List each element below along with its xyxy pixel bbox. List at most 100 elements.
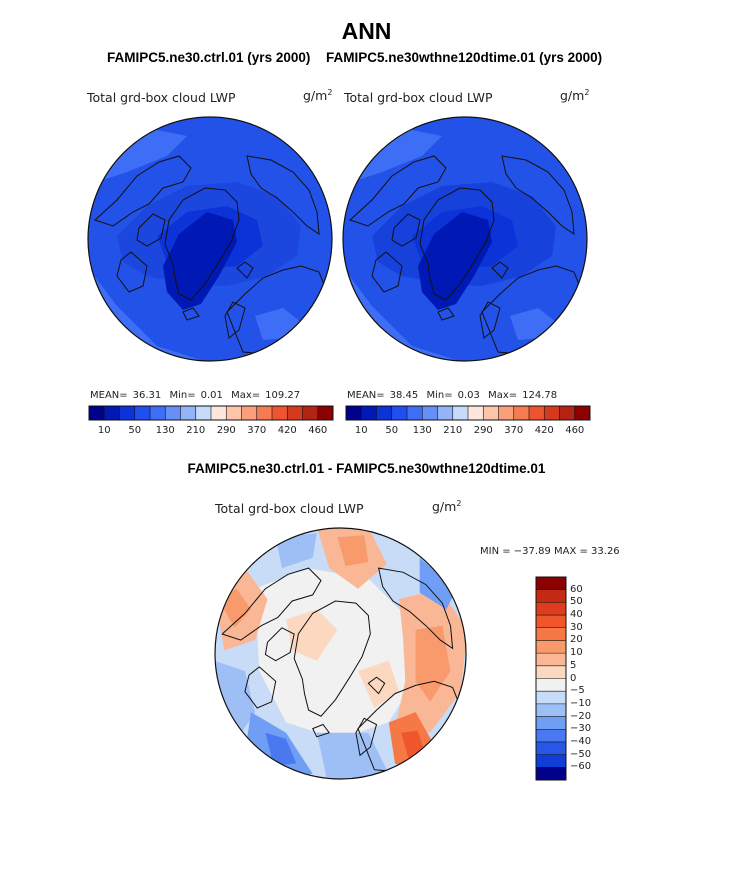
colorbar-swatch-13	[544, 406, 560, 420]
coast-svalbard	[491, 261, 509, 279]
colorbar-tick-label: 40	[570, 609, 583, 621]
coast-scandinavia	[355, 717, 378, 757]
colorbar-swatch-2	[119, 406, 136, 420]
colorbar-tick-label: 370	[504, 425, 524, 436]
difference-polar-map	[214, 527, 467, 780]
colorbar-swatch-14	[559, 406, 576, 420]
colorbar-swatch-11	[256, 406, 273, 420]
left-mean-value: 36.31	[132, 390, 162, 401]
colorbar-tick-label: 420	[277, 425, 297, 436]
colorbar-swatch-8	[211, 406, 227, 420]
colorbar-tick-label: 420	[534, 425, 554, 436]
diff-region-16	[358, 660, 400, 708]
colorbar-tick-label: 370	[247, 425, 267, 436]
colorbar-swatch-10	[536, 703, 566, 717]
coast-canadaIslands	[136, 213, 166, 247]
right-mean-label: MEAN=	[347, 390, 385, 401]
lwp-region-5	[163, 212, 237, 310]
colorbar-tick-label: 130	[155, 425, 175, 436]
colorbar-tick-label: 50	[385, 425, 399, 436]
map-border	[214, 527, 467, 780]
coast-hudson	[371, 251, 403, 293]
colorbar-swatch-7	[195, 406, 212, 420]
subtitle-left: FAMIPC5.ne30.ctrl.01 (yrs 2000)	[107, 50, 311, 65]
colorbar-tick-label: 20	[570, 634, 583, 646]
left-mean-label: MEAN=	[90, 390, 128, 401]
colorbar-swatch-0	[536, 577, 566, 590]
colorbar-swatch-5	[536, 640, 566, 654]
colorbar-swatch-1	[104, 406, 120, 420]
left-map-stats: MEAN= 36.31 Min= 0.01 Max= 109.27	[90, 390, 305, 401]
colorbar-tick-label: 60	[570, 583, 583, 595]
lwp-region-0	[343, 266, 587, 361]
colorbar-swatch-5	[422, 406, 438, 420]
coast-greenland	[293, 600, 371, 717]
right-colorbar	[345, 405, 591, 421]
colorbar-swatch-4	[407, 406, 423, 420]
diff-map-variable: Total grd-box cloud LWP	[215, 501, 364, 516]
colorbar-swatch-0	[346, 406, 362, 420]
coast-nAmerica	[349, 155, 447, 227]
coast-siberia	[501, 155, 575, 235]
colorbar-swatch-11	[536, 716, 566, 730]
coast-siberia	[246, 155, 320, 235]
colorbar-swatch-13	[536, 741, 566, 755]
colorbar-swatch-13	[287, 406, 303, 420]
colorbar-tick-label: 10	[570, 647, 583, 659]
colorbar-swatch-2	[536, 602, 566, 616]
colorbar-swatch-11	[513, 406, 530, 420]
page-title: ANN	[341, 18, 392, 44]
colorbar-swatch-2	[376, 406, 393, 420]
right-polar-map	[342, 116, 588, 362]
diff-region-12	[275, 533, 317, 569]
coast-nAmerica	[94, 155, 192, 227]
colorbar-tick-label: −20	[570, 710, 592, 722]
colorbar-tick-label: −40	[570, 735, 592, 747]
colorbar-swatch-8	[536, 678, 566, 692]
left-max-label: Max=	[231, 390, 261, 401]
coast-siberia	[377, 567, 454, 650]
lwp-region-5	[418, 212, 492, 310]
diff-region-13	[419, 557, 457, 610]
left-colorbar	[88, 405, 334, 421]
right-map-stats: MEAN= 38.45 Min= 0.03 Max= 124.78	[347, 390, 562, 401]
colorbar-tick-label: 10	[97, 425, 111, 436]
lwp-region-0	[88, 266, 332, 361]
colorbar-swatch-10	[241, 406, 258, 420]
left-min-value: 0.01	[200, 390, 223, 401]
coast-nAmerica	[221, 567, 322, 641]
colorbar-tick-label: 50	[570, 596, 583, 608]
colorbar-swatch-15	[536, 767, 566, 781]
colorbar-tick-label: −5	[570, 685, 585, 697]
coastlines	[221, 567, 462, 773]
colorbar-swatch-12	[272, 406, 288, 420]
colorbar-swatch-1	[536, 589, 566, 603]
colorbar-swatch-9	[536, 691, 566, 705]
coast-iceland	[182, 307, 200, 321]
colorbar-tick-label: 210	[443, 425, 463, 436]
left-map-variable: Total grd-box cloud LWP	[87, 90, 236, 105]
right-max-label: Max=	[488, 390, 518, 401]
colorbar-swatch-3	[134, 406, 151, 420]
colorbar-swatch-4	[150, 406, 166, 420]
colorbar-swatch-7	[452, 406, 469, 420]
coast-iceland	[437, 307, 455, 321]
colorbar-swatch-14	[302, 406, 319, 420]
map-border	[87, 116, 333, 362]
colorbar-swatch-1	[361, 406, 377, 420]
diff-region-6	[415, 625, 451, 702]
map-border	[342, 116, 588, 362]
colorbar-tick-label: 30	[570, 621, 583, 633]
left-polar-map	[87, 116, 333, 362]
colorbar-tick-label: −10	[570, 697, 592, 709]
colorbar-swatch-12	[536, 729, 566, 743]
right-min-value: 0.03	[457, 390, 480, 401]
coast-hudson	[116, 251, 148, 293]
colorbar-swatch-12	[529, 406, 545, 420]
left-map-units: g/m2	[303, 88, 333, 104]
coast-greenland	[164, 187, 240, 301]
colorbar-swatch-7	[536, 665, 566, 679]
left-min-label: Min=	[169, 390, 196, 401]
colorbar-tick-label: 460	[308, 425, 328, 436]
diff-region-11	[265, 732, 297, 766]
